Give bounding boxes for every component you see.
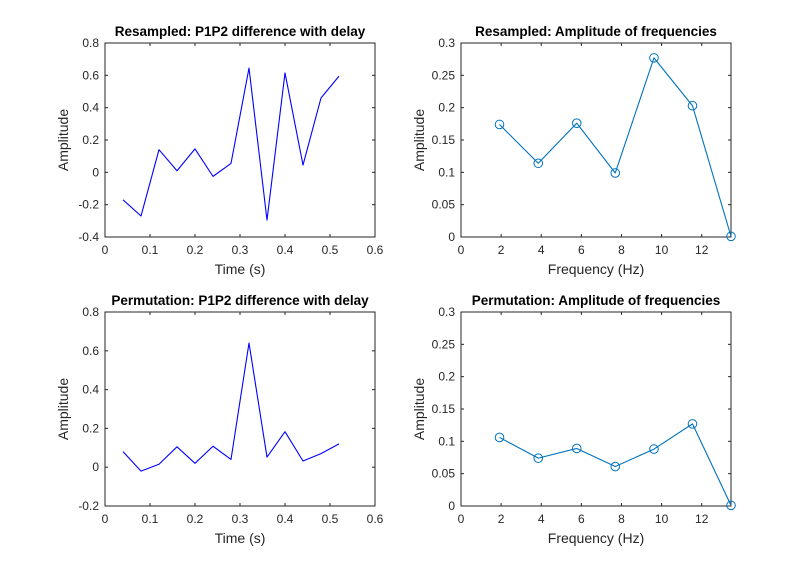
- resampled-freq-data-point: [494, 119, 505, 130]
- permutation-freq-series-line: [499, 423, 732, 506]
- resampled-freq-y-tick-label: 0.2: [438, 101, 455, 115]
- resampled-freq-y-tick-label: 0.25: [432, 68, 456, 82]
- resampled-freq-x-tick-label: 12: [695, 243, 709, 257]
- permutation-freq-plot-box: [460, 311, 732, 507]
- resampled-time-series-line: [122, 67, 340, 221]
- resampled-freq-x-axis-label: Frequency (Hz): [548, 261, 644, 277]
- resampled-time-y-tick-label: 0: [92, 165, 99, 179]
- permutation-freq-x-tick-label: 8: [618, 512, 625, 526]
- resampled-time-y-tick-label: -0.4: [78, 230, 99, 244]
- permutation-time-y-tick-label: -0.2: [78, 499, 99, 513]
- permutation-freq-data-point: [494, 432, 505, 443]
- resampled-freq-axes: 0 2 4 6 8 10 12 0 0.05 0.1 0.15 0.2 0.25 0.3 Resampled…: [411, 24, 736, 277]
- resampled-time-y-tick-label: 0.2: [82, 133, 99, 147]
- permutation-freq-title: Permutation: Amplitude of frequencies: [472, 293, 721, 308]
- resampled-freq-y-tick-label: 0.05: [432, 198, 456, 212]
- resampled-freq-x-tick-label: 2: [498, 243, 505, 257]
- permutation-freq-x-tick-label: 4: [538, 512, 545, 526]
- permutation-time-x-axis-label: Time (s): [215, 530, 266, 546]
- resampled-time-x-tick-label: 0.4: [277, 243, 294, 257]
- permutation-freq-data-point: [726, 500, 736, 511]
- resampled-time-x-tick-label: 0: [102, 243, 109, 257]
- permutation-freq-y-tick-label: 0.1: [438, 434, 455, 448]
- resampled-freq-series-line: [499, 57, 732, 237]
- permutation-time-title: Permutation: P1P2 difference with delay: [111, 293, 369, 308]
- resampled-time-x-tick-label: 0.6: [367, 243, 384, 257]
- resampled-time-x-tick-label: 0.1: [142, 243, 159, 257]
- resampled-freq-y-tick-label: 0.15: [432, 133, 456, 147]
- permutation-freq-x-tick-label: 6: [578, 512, 585, 526]
- resampled-freq-data-point: [649, 53, 659, 63]
- resampled-freq-data-point: [533, 158, 544, 169]
- permutation-freq-x-tick-label: 12: [695, 512, 709, 526]
- resampled-freq-y-axis-label: Amplitude: [411, 109, 427, 171]
- permutation-freq-x-axis-label: Frequency (Hz): [548, 530, 644, 546]
- resampled-time-x-tick-label: 0.3: [232, 243, 249, 257]
- resampled-freq-x-tick-label: 4: [538, 243, 545, 257]
- permutation-freq-data-point: [610, 461, 621, 472]
- permutation-time-y-tick-label: 0: [92, 460, 99, 474]
- permutation-time-x-tick-label: 0: [102, 512, 109, 526]
- resampled-freq-x-tick-label: 6: [578, 243, 585, 257]
- permutation-time-x-tick-label: 0.3: [232, 512, 249, 526]
- permutation-time-y-tick-label: 0.8: [82, 305, 99, 319]
- resampled-time-y-tick-label: 0.4: [82, 101, 99, 115]
- permutation-time-x-tick-label: 0.1: [142, 512, 159, 526]
- permutation-freq-y-tick-label: 0.2: [438, 370, 455, 384]
- permutation-time-x-tick-label: 0.5: [322, 512, 339, 526]
- resampled-time-y-axis-label: Amplitude: [55, 109, 71, 171]
- resampled-time-x-tick-label: 0.5: [322, 243, 339, 257]
- resampled-time-plot-box: [104, 42, 376, 238]
- resampled-freq-data-point: [726, 231, 736, 242]
- permutation-time-plot-box: [104, 311, 376, 507]
- permutation-freq-y-axis-label: Amplitude: [411, 378, 427, 440]
- permutation-freq-data-point: [571, 443, 582, 454]
- resampled-time-y-tick-label: 0.6: [82, 68, 99, 82]
- resampled-freq-x-tick-label: 10: [655, 243, 669, 257]
- resampled-freq-data-point: [610, 168, 621, 178]
- permutation-time-y-tick-label: 0.6: [82, 344, 99, 358]
- permutation-freq-data-point: [687, 419, 698, 429]
- resampled-time-title: Resampled: P1P2 difference with delay: [115, 24, 366, 39]
- permutation-time-y-axis-label: Amplitude: [55, 378, 71, 440]
- resampled-time-y-tick-label: 0.8: [82, 36, 99, 50]
- resampled-freq-plot-box: [460, 42, 732, 238]
- permutation-time-y-tick-label: 0.2: [82, 421, 99, 435]
- permutation-freq-data-point: [649, 444, 659, 454]
- resampled-freq-y-tick-label: 0.1: [438, 165, 455, 179]
- permutation-time-y-tick-label: 0.4: [82, 383, 99, 397]
- resampled-time-x-axis-label: Time (s): [215, 261, 266, 277]
- permutation-freq-y-tick-label: 0.3: [438, 305, 455, 319]
- resampled-freq-data-point: [571, 118, 582, 128]
- resampled-freq-x-tick-label: 8: [618, 243, 625, 257]
- permutation-time-x-tick-label: 0.2: [187, 512, 204, 526]
- resampled-freq-x-tick-label: 0: [458, 243, 465, 257]
- permutation-freq-y-tick-label: 0.15: [432, 402, 456, 416]
- permutation-freq-x-tick-label: 0: [458, 512, 465, 526]
- resampled-freq-y-tick-label: 0.3: [438, 36, 455, 50]
- permutation-time-x-tick-label: 0.4: [277, 512, 294, 526]
- permutation-freq-x-tick-label: 10: [655, 512, 669, 526]
- resampled-freq-y-tick-label: 0: [448, 230, 455, 244]
- resampled-freq-title: Resampled: Amplitude of frequencies: [475, 24, 717, 39]
- permutation-freq-y-tick-label: 0.05: [432, 467, 456, 481]
- permutation-time-axes: 0 0.1 0.2 0.3 0.4 0.5 0.6-0.200.20.40.60.8Perm…: [55, 293, 384, 546]
- permutation-freq-axes: 0 2 4 6 8 10 12 0 0.05 0.1 0.15 0.2 0.25 0.3 Permutati…: [411, 293, 736, 546]
- resampled-time-x-tick-label: 0.2: [187, 243, 204, 257]
- permutation-freq-data-point: [533, 453, 544, 463]
- resampled-time-axes: 0 0.1 0.2 0.3 0.4 0.5 0.6 -0.4 -0.2 0 0.2 0.4 0.6 0.8…: [55, 24, 384, 277]
- permutation-freq-x-tick-label: 2: [498, 512, 505, 526]
- permutation-freq-y-tick-label: 0: [448, 499, 455, 513]
- permutation-time-series-line: [122, 342, 340, 472]
- permutation-freq-y-tick-label: 0.25: [432, 337, 456, 351]
- resampled-freq-data-point: [687, 100, 698, 111]
- resampled-time-y-tick-label: -0.2: [78, 198, 99, 212]
- permutation-time-x-tick-label: 0.6: [367, 512, 384, 526]
